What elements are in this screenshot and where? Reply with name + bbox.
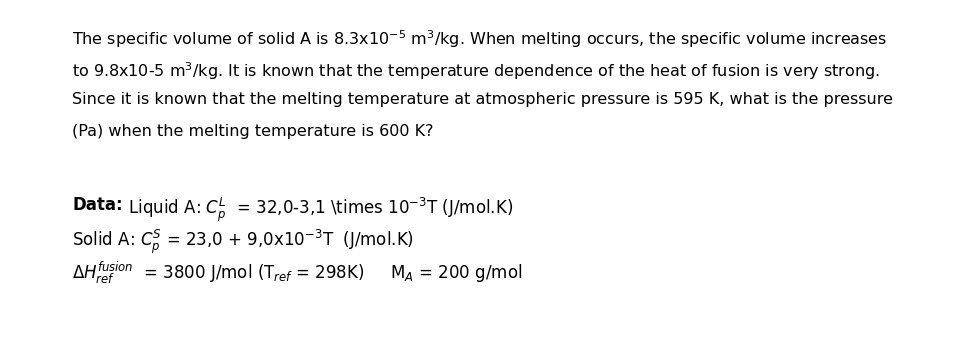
Text: Solid A: $C_p^S$ = 23,0 + 9,0x10$^{-3}$T  (J/mol.K): Solid A: $C_p^S$ = 23,0 + 9,0x10$^{-3}$T… — [72, 228, 414, 256]
Text: Data:: Data: — [72, 196, 123, 214]
Text: Since it is known that the melting temperature at atmospheric pressure is 595 K,: Since it is known that the melting tempe… — [72, 92, 893, 107]
Text: Liquid A: $C_p^L$  = 32,0-3,1 \times 10$^{-3}$T (J/mol.K): Liquid A: $C_p^L$ = 32,0-3,1 \times 10$^… — [123, 196, 513, 224]
Text: The specific volume of solid A is 8.3x10$^{-5}$ m$^{3}$/kg. When melting occurs,: The specific volume of solid A is 8.3x10… — [72, 28, 887, 50]
Text: (Pa) when the melting temperature is 600 K?: (Pa) when the melting temperature is 600… — [72, 124, 434, 139]
Text: to 9.8x10-5 m$^{3}$/kg. It is known that the temperature dependence of the heat : to 9.8x10-5 m$^{3}$/kg. It is known that… — [72, 60, 880, 82]
Text: $\Delta H_{ref}^{fusion}$  = 3800 J/mol (T$_{ref}$ = 298K)     M$_A$ = 200 g/mol: $\Delta H_{ref}^{fusion}$ = 3800 J/mol (… — [72, 260, 523, 286]
